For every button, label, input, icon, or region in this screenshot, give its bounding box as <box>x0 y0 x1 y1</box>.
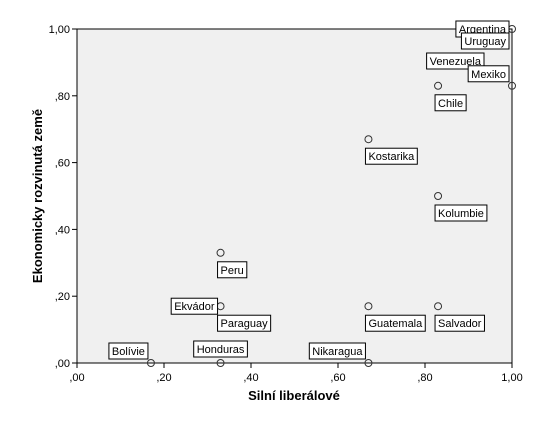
point-label: Uruguay <box>460 32 510 50</box>
point-label: Honduras <box>193 340 248 358</box>
point-label: Guatemala <box>364 314 426 332</box>
point-label: Mexiko <box>467 65 510 83</box>
point-label-text: Paraguay <box>221 318 269 330</box>
data-point <box>434 81 443 90</box>
point-label-box <box>467 65 510 83</box>
point-label-box <box>170 297 219 315</box>
point-label-box <box>434 204 488 222</box>
point-label-text: Ekvádor <box>174 301 215 313</box>
data-point <box>508 81 516 90</box>
point-label-box <box>364 314 426 332</box>
y-tick-label: ,80 <box>55 91 70 103</box>
plot-area <box>76 28 513 364</box>
x-tick-label: ,40 <box>243 372 258 384</box>
point-label-box <box>434 94 467 112</box>
point-label: Salvador <box>434 314 485 332</box>
y-axis-ticks: ,00 ,20 ,40 ,60 ,80 1,00 <box>49 24 77 370</box>
point-label: Chile <box>434 94 467 112</box>
data-point <box>434 192 443 200</box>
point-label-box <box>434 314 485 332</box>
point-labels: ArgentinaUruguayVenezuelaMexikoChileKost… <box>108 20 510 360</box>
y-tick-label: ,60 <box>55 158 70 170</box>
point-label-text: Chile <box>438 98 463 110</box>
y-tick-label: ,40 <box>55 224 70 236</box>
point-label-box <box>364 147 418 165</box>
point-label-text: Bolívie <box>112 346 145 358</box>
data-point <box>146 359 155 367</box>
y-tick-label: 1,00 <box>49 24 70 36</box>
point-label-text: Mexiko <box>471 69 506 81</box>
point-label-text: Uruguay <box>464 36 506 48</box>
point-label: Bolívie <box>108 342 149 360</box>
point-label: Paraguay <box>217 314 272 332</box>
point-label-box <box>108 342 149 360</box>
point-label: Kostarika <box>364 147 418 165</box>
point-label-box <box>217 314 272 332</box>
data-point <box>364 302 373 311</box>
point-label: Kolumbie <box>434 204 488 222</box>
point-label-box <box>193 340 248 358</box>
point-label-box <box>460 32 510 50</box>
y-tick-label: ,00 <box>55 358 70 370</box>
data-points <box>146 25 516 367</box>
point-label: Ekvádor <box>170 297 219 315</box>
point-label-box <box>426 52 485 70</box>
x-axis-ticks: ,00 ,20 ,40 ,60 ,80 1,00 <box>69 363 523 384</box>
point-label-box <box>308 342 366 360</box>
point-label-text: Nikaragua <box>312 346 363 358</box>
y-tick-label: ,20 <box>55 291 70 303</box>
point-label: Venezuela <box>426 52 485 70</box>
x-tick-label: ,00 <box>69 372 84 384</box>
data-point <box>216 359 225 367</box>
x-axis-title: Silní liberálové <box>248 388 340 403</box>
y-axis-title: Ekonomicky rozvinutá země <box>30 109 45 283</box>
x-tick-label: ,80 <box>417 372 432 384</box>
point-label-text: Honduras <box>197 344 245 356</box>
point-label-text: Venezuela <box>430 56 482 68</box>
data-point <box>364 359 373 367</box>
point-label-box <box>217 261 248 279</box>
x-tick-label: 1,00 <box>501 372 522 384</box>
data-point <box>434 302 443 311</box>
point-label-text: Kostarika <box>368 151 415 163</box>
point-label: Nikaragua <box>308 342 366 360</box>
data-point <box>216 248 225 257</box>
point-label-text: Peru <box>221 265 244 277</box>
x-tick-label: ,60 <box>330 372 345 384</box>
x-tick-label: ,20 <box>156 372 171 384</box>
data-point <box>364 135 373 144</box>
point-label: Peru <box>217 261 248 279</box>
point-label-text: Salvador <box>438 318 482 330</box>
point-label-text: Kolumbie <box>438 208 484 220</box>
point-label-text: Guatemala <box>368 318 423 330</box>
